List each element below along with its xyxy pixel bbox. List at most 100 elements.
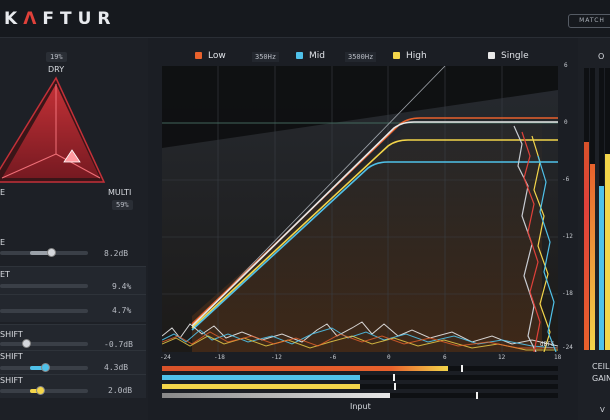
- input-meter-low-fill: [162, 366, 448, 371]
- legend-high[interactable]: High: [393, 51, 427, 61]
- left-corner-label: E: [0, 188, 6, 197]
- control-5-knob[interactable]: [41, 363, 50, 372]
- dry-label: DRY: [48, 65, 65, 74]
- control-1-label: E: [0, 238, 6, 247]
- control-row-5: [0, 350, 146, 374]
- control-row-2: [0, 266, 146, 294]
- mid-curve: [191, 161, 558, 331]
- y-tick-m6: -6: [562, 176, 570, 183]
- legend-mid[interactable]: Mid: [296, 51, 325, 61]
- control-6-knob[interactable]: [36, 386, 45, 395]
- output-meter-1: [584, 68, 589, 350]
- x-tick-12: 12: [498, 354, 506, 361]
- crossover-low-mid[interactable]: 350Hz: [252, 52, 280, 62]
- input-meter-low: [162, 366, 558, 371]
- control-5-fill: [30, 366, 45, 370]
- input-trace-high: [162, 335, 558, 351]
- control-4-track[interactable]: [0, 342, 88, 346]
- control-row-3: [0, 294, 146, 322]
- logo-accent: Λ: [23, 9, 43, 29]
- legend-mid-label: Mid: [309, 51, 325, 61]
- control-4-knob[interactable]: [22, 339, 31, 348]
- input-meter-mid: [162, 375, 558, 380]
- input-meter-mid-peak: [393, 374, 395, 381]
- legend-low[interactable]: Low: [195, 51, 226, 61]
- control-6-value: 2.0dB: [108, 386, 133, 395]
- output-trace-single: [513, 125, 537, 352]
- mid-swatch: [296, 52, 303, 59]
- input-meter-single-fill: [162, 393, 390, 398]
- ceiling-label: CEIL: [592, 362, 610, 371]
- gain-label: GAIN: [592, 374, 610, 383]
- control-3-value: 4.7%: [112, 306, 132, 315]
- output-meter-3: [599, 68, 604, 350]
- input-meter-high-fill: [162, 384, 360, 389]
- input-trace-mid: [162, 327, 558, 349]
- input-meter-high: [162, 384, 558, 389]
- input-meter-high-peak: [394, 383, 396, 390]
- y-tick-m24: -24: [562, 344, 573, 351]
- legend-single[interactable]: Single: [488, 51, 529, 61]
- input-meter-single-peak: [476, 392, 478, 399]
- input-meter-single: [162, 393, 558, 398]
- mix-triangle[interactable]: [0, 74, 110, 190]
- app-logo: KΛFTUR: [4, 9, 116, 29]
- output-meter-4-fill: [605, 154, 610, 350]
- y-tick-m12: -12: [562, 233, 573, 240]
- crossover-mid-high[interactable]: 3500Hz: [345, 52, 377, 62]
- control-3-track[interactable]: [0, 309, 88, 313]
- high-curve: [191, 139, 558, 329]
- corner-label: V: [600, 406, 605, 414]
- legend-single-label: Single: [501, 51, 529, 61]
- input-axis-label: Input: [350, 402, 371, 411]
- output-header: O: [598, 52, 605, 61]
- low-swatch: [195, 52, 202, 59]
- x-tick-18: 18: [554, 354, 562, 361]
- control-4-value: -0.7dB: [104, 340, 133, 349]
- dry-percent: 19%: [46, 52, 67, 62]
- output-trace-mid: [537, 155, 557, 352]
- logo-left: K: [4, 9, 24, 29]
- single-swatch: [488, 52, 495, 59]
- x-tick-6: 6: [443, 354, 447, 361]
- single-curve: [191, 121, 558, 327]
- control-6-label: SHIFT: [0, 376, 23, 385]
- output-meter-2: [590, 68, 595, 350]
- control-row-6: [0, 374, 146, 398]
- control-5-label: SHIFT: [0, 352, 23, 361]
- control-1-value: 8.2dB: [104, 249, 129, 258]
- control-5-value: 4.3dB: [104, 363, 129, 372]
- x-tick-m12: -12: [271, 354, 282, 361]
- control-1-fill: [30, 251, 52, 255]
- control-4-label: SHIFT: [0, 330, 23, 339]
- x-tick-m6: -6: [329, 354, 337, 361]
- logo-right: FTUR: [42, 9, 117, 29]
- output-trace-low: [521, 131, 541, 352]
- match-button[interactable]: MATCH: [568, 14, 610, 28]
- transfer-graph[interactable]: dBFS: [162, 66, 558, 352]
- y-tick-6: 6: [564, 62, 568, 69]
- output-meter-3-fill: [599, 186, 604, 350]
- output-trace-high: [531, 135, 551, 352]
- triangle-axis-left: [1, 153, 57, 179]
- input-meter-low-peak: [461, 365, 463, 372]
- triangle-handle[interactable]: [63, 149, 81, 163]
- high-swatch: [393, 52, 400, 59]
- input-trace-low: [162, 331, 558, 349]
- output-meter-1-fill: [584, 142, 589, 350]
- triangle-axis-right: [55, 153, 101, 179]
- input-meter-mid-fill: [162, 375, 360, 380]
- y-tick-m18: -18: [562, 290, 573, 297]
- control-2-track[interactable]: [0, 284, 88, 288]
- control-6-fill: [30, 389, 40, 393]
- multi-label: MULTI: [108, 188, 132, 197]
- control-1-knob[interactable]: [47, 248, 56, 257]
- legend-high-label: High: [406, 51, 427, 61]
- multi-percent: 59%: [112, 200, 133, 210]
- top-bar: [0, 0, 610, 38]
- legend-low-label: Low: [208, 51, 226, 61]
- ceiling-region: [162, 66, 558, 148]
- triangle-fill: [2, 84, 100, 178]
- x-tick-0: 0: [387, 354, 391, 361]
- output-meter-4: [605, 68, 610, 350]
